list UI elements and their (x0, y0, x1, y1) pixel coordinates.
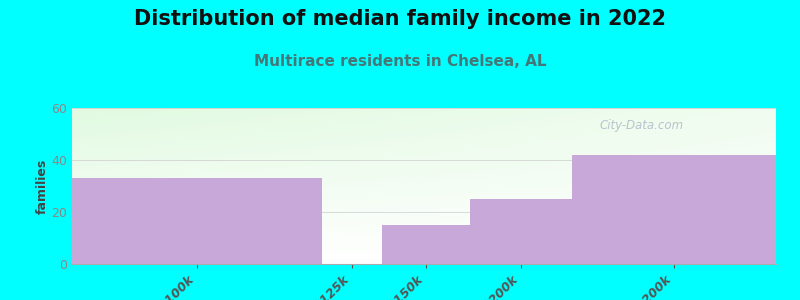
Bar (470, 199, 572, 264)
Bar (382, 225, 470, 264)
Y-axis label: families: families (35, 158, 49, 214)
Bar (572, 155, 776, 264)
Bar (72, 178, 322, 264)
Text: Multirace residents in Chelsea, AL: Multirace residents in Chelsea, AL (254, 54, 546, 69)
Text: City-Data.com: City-Data.com (600, 119, 684, 132)
Text: Distribution of median family income in 2022: Distribution of median family income in … (134, 9, 666, 29)
